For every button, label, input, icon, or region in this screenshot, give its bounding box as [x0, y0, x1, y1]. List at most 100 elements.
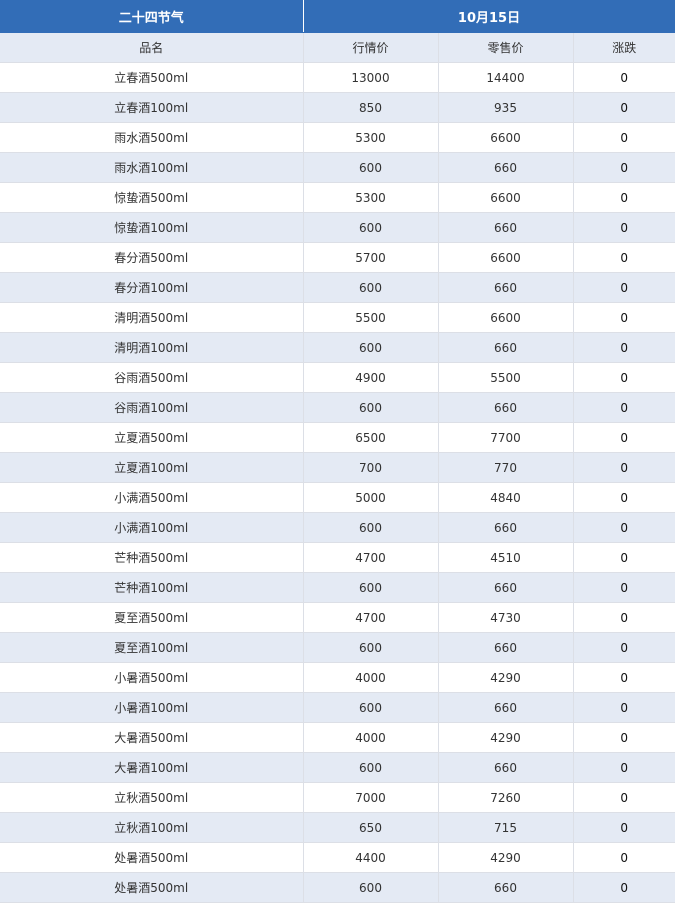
market-price-cell: 5300 [302, 122, 439, 153]
retail-price-cell: 660 [437, 152, 574, 183]
table-row: 芒种酒100ml 600 660 0 [0, 572, 675, 603]
retail-price-cell: 4290 [437, 842, 574, 873]
change-cell: 0 [572, 212, 675, 243]
market-price-cell: 4700 [302, 542, 439, 573]
market-price-cell: 600 [302, 512, 439, 543]
product-name-cell: 小暑酒500ml [0, 662, 304, 693]
change-cell: 0 [572, 542, 675, 573]
market-price-cell: 5500 [302, 302, 439, 333]
retail-price-cell: 4730 [437, 602, 574, 633]
retail-price-cell: 935 [437, 92, 574, 123]
change-cell: 0 [572, 662, 675, 693]
product-name-cell: 雨水酒100ml [0, 152, 304, 183]
column-header-market-price: 行情价 [302, 32, 439, 63]
retail-price-cell: 7260 [437, 782, 574, 813]
retail-price-cell: 660 [437, 392, 574, 423]
table-row: 小暑酒100ml 600 660 0 [0, 692, 675, 723]
table-row: 雨水酒500ml 5300 6600 0 [0, 122, 675, 153]
product-name-cell: 处暑酒500ml [0, 872, 304, 903]
retail-price-cell: 660 [437, 752, 574, 783]
retail-price-cell: 715 [437, 812, 574, 843]
market-price-cell: 600 [302, 872, 439, 903]
change-cell: 0 [572, 62, 675, 93]
retail-price-cell: 660 [437, 872, 574, 903]
table-row: 谷雨酒500ml 4900 5500 0 [0, 362, 675, 393]
market-price-cell: 7000 [302, 782, 439, 813]
table-row: 小满酒100ml 600 660 0 [0, 512, 675, 543]
market-price-cell: 5000 [302, 482, 439, 513]
column-header-name: 品名 [0, 32, 304, 63]
product-name-cell: 大暑酒500ml [0, 722, 304, 753]
market-price-cell: 4900 [302, 362, 439, 393]
product-name-cell: 立春酒100ml [0, 92, 304, 123]
table-row: 夏至酒100ml 600 660 0 [0, 632, 675, 663]
market-price-cell: 650 [302, 812, 439, 843]
table-row: 春分酒500ml 5700 6600 0 [0, 242, 675, 273]
market-price-cell: 6500 [302, 422, 439, 453]
change-cell: 0 [572, 362, 675, 393]
table-row: 谷雨酒100ml 600 660 0 [0, 392, 675, 423]
table-row: 雨水酒100ml 600 660 0 [0, 152, 675, 183]
retail-price-cell: 6600 [437, 122, 574, 153]
product-name-cell: 芒种酒500ml [0, 542, 304, 573]
retail-price-cell: 660 [437, 572, 574, 603]
retail-price-cell: 4510 [437, 542, 574, 573]
change-cell: 0 [572, 482, 675, 513]
change-cell: 0 [572, 782, 675, 813]
change-cell: 0 [572, 302, 675, 333]
change-cell: 0 [572, 422, 675, 453]
table-row: 立秋酒500ml 7000 7260 0 [0, 782, 675, 813]
product-name-cell: 立春酒500ml [0, 62, 304, 93]
table-row: 清明酒100ml 600 660 0 [0, 332, 675, 363]
retail-price-cell: 4290 [437, 662, 574, 693]
retail-price-cell: 770 [437, 452, 574, 483]
retail-price-cell: 660 [437, 332, 574, 363]
retail-price-cell: 5500 [437, 362, 574, 393]
product-name-cell: 立夏酒100ml [0, 452, 304, 483]
change-cell: 0 [572, 182, 675, 213]
product-name-cell: 芒种酒100ml [0, 572, 304, 603]
product-name-cell: 清明酒500ml [0, 302, 304, 333]
change-cell: 0 [572, 752, 675, 783]
market-price-cell: 600 [302, 572, 439, 603]
product-name-cell: 立夏酒500ml [0, 422, 304, 453]
column-header-retail-price: 零售价 [437, 32, 574, 63]
change-cell: 0 [572, 452, 675, 483]
market-price-cell: 13000 [302, 62, 439, 93]
product-name-cell: 小满酒100ml [0, 512, 304, 543]
change-cell: 0 [572, 392, 675, 423]
market-price-cell: 600 [302, 332, 439, 363]
table-row: 立春酒100ml 850 935 0 [0, 92, 675, 123]
change-cell: 0 [572, 842, 675, 873]
table-row: 处暑酒500ml 600 660 0 [0, 872, 675, 903]
table-row: 处暑酒500ml 4400 4290 0 [0, 842, 675, 873]
product-name-cell: 小满酒500ml [0, 482, 304, 513]
product-name-cell: 小暑酒100ml [0, 692, 304, 723]
table-row: 惊蛰酒500ml 5300 6600 0 [0, 182, 675, 213]
market-price-cell: 5700 [302, 242, 439, 273]
product-name-cell: 惊蛰酒100ml [0, 212, 304, 243]
market-price-cell: 600 [302, 212, 439, 243]
table-row: 夏至酒500ml 4700 4730 0 [0, 602, 675, 633]
table-row: 清明酒500ml 5500 6600 0 [0, 302, 675, 333]
product-name-cell: 夏至酒500ml [0, 602, 304, 633]
change-cell: 0 [572, 92, 675, 123]
table-row: 立秋酒100ml 650 715 0 [0, 812, 675, 843]
change-cell: 0 [572, 632, 675, 663]
product-name-cell: 立秋酒500ml [0, 782, 304, 813]
table-row: 立夏酒100ml 700 770 0 [0, 452, 675, 483]
market-price-cell: 4400 [302, 842, 439, 873]
change-cell: 0 [572, 512, 675, 543]
table-row: 芒种酒500ml 4700 4510 0 [0, 542, 675, 573]
change-cell: 0 [572, 872, 675, 903]
table-row: 小暑酒500ml 4000 4290 0 [0, 662, 675, 693]
retail-price-cell: 660 [437, 272, 574, 303]
market-price-cell: 4700 [302, 602, 439, 633]
retail-price-cell: 14400 [437, 62, 574, 93]
table-row: 惊蛰酒100ml 600 660 0 [0, 212, 675, 243]
retail-price-cell: 6600 [437, 182, 574, 213]
market-price-cell: 600 [302, 692, 439, 723]
table-row: 立夏酒500ml 6500 7700 0 [0, 422, 675, 453]
retail-price-cell: 7700 [437, 422, 574, 453]
